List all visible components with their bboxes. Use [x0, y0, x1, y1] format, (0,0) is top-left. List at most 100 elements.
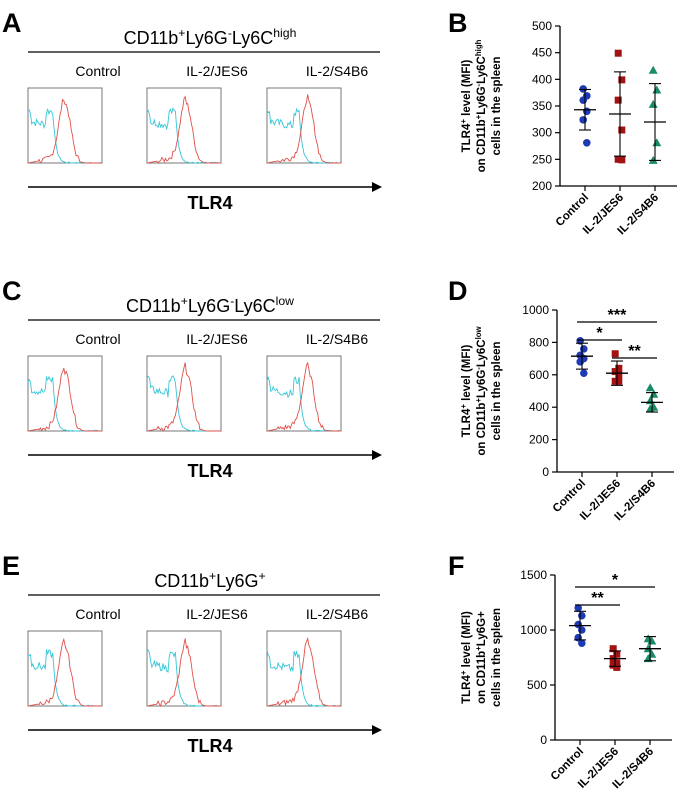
histogram-box	[266, 630, 342, 707]
data-point	[615, 377, 623, 385]
y-axis-label-part: +	[459, 670, 468, 675]
data-point	[579, 96, 587, 104]
panel-title-part: Ly6G	[185, 28, 227, 48]
y-axis-label-part: cells in the spleen	[491, 608, 503, 707]
sample-label: IL-2/S4B6	[306, 606, 368, 622]
y-axis-label-part: level (MFI)	[461, 59, 473, 119]
histogram-box	[146, 355, 222, 432]
tlr4-curve	[266, 361, 341, 432]
isotype-curve	[27, 649, 103, 707]
panel-title-part: high	[273, 26, 296, 40]
x-arrowhead	[372, 725, 382, 735]
tlr4-curve	[146, 638, 221, 708]
isotype-curve	[146, 649, 221, 707]
data-point	[614, 49, 622, 57]
isotype-curve	[27, 375, 103, 432]
tlr4-curve	[266, 636, 341, 707]
panel-title-part: -	[228, 26, 232, 40]
tlr4-curve	[146, 362, 221, 432]
data-point	[583, 139, 591, 147]
y-axis-label-part: Ly6G+	[476, 611, 488, 646]
data-point	[645, 383, 655, 392]
y-axis-label: TLR4+ level (MFI)	[459, 344, 474, 437]
x-arrowhead	[372, 182, 382, 192]
y-tick-label: 300	[532, 126, 552, 140]
histogram-box	[27, 87, 103, 164]
panel-letter: B	[448, 8, 468, 38]
y-tick-label: 1500	[520, 568, 547, 582]
y-tick-label: 350	[532, 99, 552, 113]
data-point	[618, 76, 626, 84]
y-axis-label-part: level (MFI)	[461, 611, 473, 671]
y-axis-label-part: high	[474, 39, 483, 56]
sample-label: IL-2/JES6	[186, 63, 248, 79]
data-point	[579, 116, 587, 124]
panel-title-part: +	[209, 569, 216, 583]
tlr4-curve	[27, 98, 102, 164]
y-tick-label: 400	[529, 400, 549, 414]
panel-title-part: Ly6G	[216, 571, 258, 591]
significance-label: *	[612, 572, 619, 589]
y-axis-label: TLR4+ level (MFI)	[459, 59, 474, 152]
y-axis-label: cells in the spleen	[491, 56, 503, 155]
sample-label: IL-2/S4B6	[306, 331, 368, 347]
panel-letter: D	[448, 276, 468, 306]
panel-title-part: CD11b	[126, 296, 181, 316]
data-point	[648, 99, 658, 108]
tlr4-curve	[27, 367, 102, 432]
y-axis-label-part: on CD11b	[476, 651, 488, 704]
y-axis-label: cells in the spleen	[491, 341, 503, 440]
panel-title-part: CD11b	[154, 571, 209, 591]
data-point	[614, 155, 622, 163]
sample-label: Control	[75, 331, 120, 347]
panel-title-part: Ly6C	[234, 296, 275, 316]
tlr4-curve	[146, 95, 221, 164]
y-axis-label-part: Ly6G	[476, 86, 488, 114]
y-axis-label-part: -	[474, 83, 483, 86]
panel-title: CD11b+Ly6G-Ly6Clow	[126, 294, 294, 316]
data-point	[615, 371, 623, 379]
histogram-box	[146, 630, 222, 707]
histogram-box	[266, 87, 342, 164]
panel-title-part: Ly6C	[232, 28, 273, 48]
tlr4-curve	[27, 637, 102, 707]
y-tick-label: 450	[532, 46, 552, 60]
y-tick-label: 500	[532, 19, 552, 33]
y-axis-label-part: on CD11b	[476, 403, 488, 456]
y-axis-label-part: cells in the spleen	[491, 341, 503, 440]
data-point	[611, 377, 619, 385]
data-point	[609, 661, 617, 669]
y-axis-label-part: +	[459, 404, 468, 409]
panel-letter: C	[2, 276, 22, 306]
data-point	[618, 126, 626, 134]
panel-title-part: low	[276, 294, 295, 308]
y-axis-label-part: +	[459, 119, 468, 124]
x-axis-label: TLR4	[188, 461, 233, 481]
data-point	[652, 138, 662, 147]
data-point	[578, 626, 586, 634]
y-axis-label-part: Ly6G	[476, 370, 488, 398]
y-tick-label: 1000	[522, 303, 549, 317]
isotype-curve	[146, 375, 222, 432]
y-axis-label: on CD11b+Ly6G-Ly6Clow	[474, 325, 489, 455]
data-point	[648, 65, 658, 74]
data-point	[613, 659, 621, 667]
panel-letter: F	[448, 551, 465, 581]
data-point	[611, 350, 619, 358]
data-point	[613, 650, 621, 658]
y-axis-label-part: +	[474, 114, 483, 119]
data-point	[580, 345, 588, 353]
y-axis-label-part: TLR4	[461, 408, 473, 437]
panel-letter: E	[2, 551, 20, 581]
y-axis-label-part: -	[474, 367, 483, 370]
x-arrowhead	[372, 450, 382, 460]
data-point	[580, 369, 588, 377]
histogram-box	[266, 355, 342, 432]
histogram-box	[27, 630, 103, 707]
tlr4-curve	[266, 94, 341, 164]
data-point	[583, 107, 591, 116]
panel-title: CD11b+Ly6G-Ly6Chigh	[124, 26, 297, 48]
significance-label: **	[628, 343, 641, 360]
y-axis-label-part: Ly6C	[476, 56, 488, 84]
